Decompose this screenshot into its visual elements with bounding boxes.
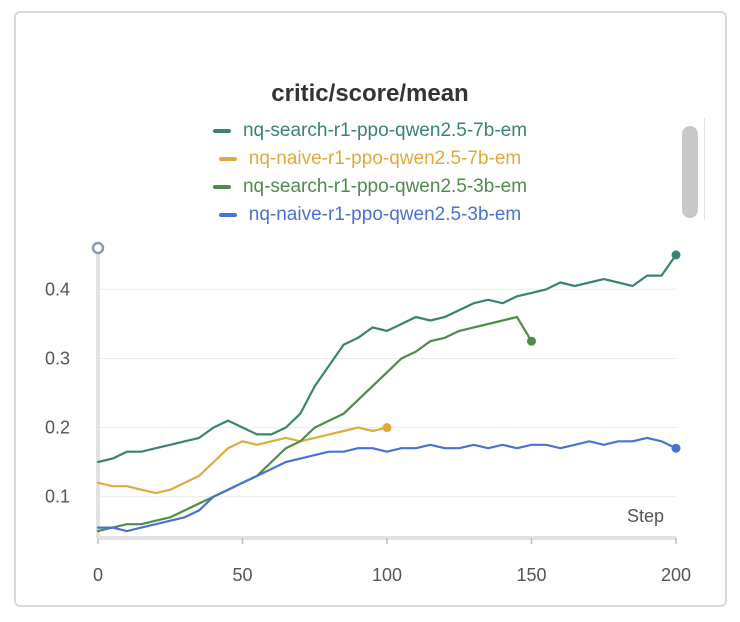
x-axis-label: Step <box>627 506 664 526</box>
chart-panel <box>14 11 727 607</box>
series-lines <box>96 250 681 533</box>
legend-label: nq-naive-r1-ppo-qwen2.5-7b-em <box>248 148 522 169</box>
chart-title: critic/score/mean <box>271 80 469 107</box>
axes <box>91 241 676 540</box>
grid-lines <box>98 288 676 498</box>
tick-labels: 0.1 0.2 0.3 0.4 0 50 100 150 200 <box>45 279 691 585</box>
legend-swatch <box>212 184 231 189</box>
x-tick-label: 100 <box>372 565 402 585</box>
legend-item-search-3b[interactable]: nq-search-r1-ppo-qwen2.5-3b-em <box>0 174 740 200</box>
legend-label: nq-naive-r1-ppo-qwen2.5-3b-em <box>248 204 522 225</box>
legend-label: nq-search-r1-ppo-qwen2.5-3b-em <box>242 176 528 197</box>
series-end-marker-0[interactable] <box>671 250 681 260</box>
series-end-marker-2[interactable] <box>527 336 536 346</box>
legend-swatch <box>212 128 231 133</box>
x-tick-label: 200 <box>661 565 691 585</box>
series-line-0[interactable] <box>96 253 678 464</box>
legend-swatch <box>218 212 237 217</box>
y-tick-label: 0.3 <box>45 348 70 368</box>
series-end-marker-3[interactable] <box>671 443 681 453</box>
series-line-1[interactable] <box>96 426 389 495</box>
y-tick-label: 0.1 <box>45 487 70 507</box>
y-tick-label: 0.2 <box>45 418 70 438</box>
legend-label: nq-search-r1-ppo-qwen2.5-7b-em <box>242 120 528 141</box>
x-tick-label: 50 <box>232 565 252 585</box>
y-tick-label: 0.4 <box>45 279 70 299</box>
series-end-marker-1[interactable] <box>382 423 392 433</box>
y-axis-zoom-handle[interactable] <box>91 241 105 255</box>
legend-item-naive-7b[interactable]: nq-naive-r1-ppo-qwen2.5-7b-em <box>0 146 740 172</box>
series-line-2[interactable] <box>96 315 533 533</box>
series-line-3[interactable] <box>96 436 678 533</box>
legend-swatch <box>218 156 237 161</box>
legend-item-naive-3b[interactable]: nq-naive-r1-ppo-qwen2.5-3b-em <box>0 202 740 228</box>
legend-item-search-7b[interactable]: nq-search-r1-ppo-qwen2.5-7b-em <box>0 118 740 144</box>
x-tick-label: 0 <box>93 565 103 585</box>
legend-scrollbar-thumb[interactable] <box>682 126 698 218</box>
x-tick-label: 150 <box>516 565 546 585</box>
legend-scroll-track[interactable] <box>675 118 705 220</box>
